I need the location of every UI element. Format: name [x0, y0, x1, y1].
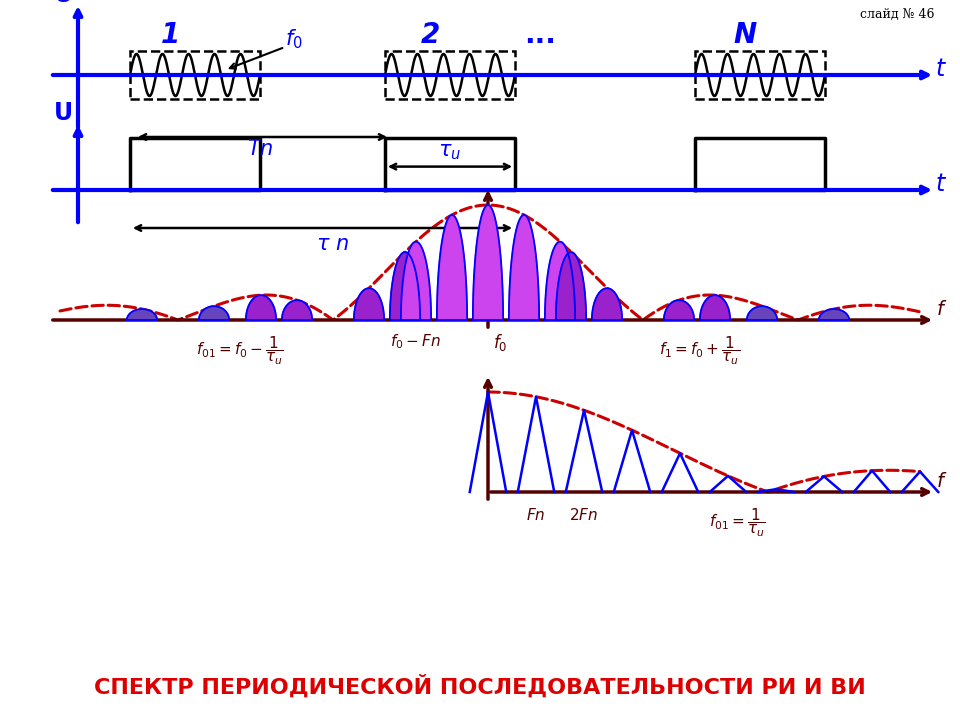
Text: t: t	[935, 57, 945, 81]
Polygon shape	[282, 300, 312, 320]
Polygon shape	[127, 309, 157, 320]
Text: $Tn$: $Tn$	[247, 139, 274, 159]
Bar	[695, 51, 825, 99]
Text: f: f	[937, 300, 944, 319]
Text: t: t	[935, 172, 945, 196]
Text: СПЕКТР ПЕРИОДИЧЕСКОЙ ПОСЛЕДОВАТЕЛЬНОСТИ РИ И ВИ: СПЕКТР ПЕРИОДИЧЕСКОЙ ПОСЛЕДОВАТЕЛЬНОСТИ …	[94, 675, 866, 698]
Text: $Fn$: $Fn$	[526, 507, 545, 523]
Text: 1: 1	[160, 21, 180, 49]
Polygon shape	[390, 252, 420, 320]
Text: слайд № 46: слайд № 46	[860, 8, 935, 21]
Text: $\tau$ n: $\tau$ n	[316, 234, 349, 254]
Polygon shape	[556, 252, 587, 320]
Text: $f_1=f_0+\dfrac{1}{\tau_u}$: $f_1=f_0+\dfrac{1}{\tau_u}$	[660, 335, 740, 367]
Polygon shape	[664, 300, 694, 320]
Polygon shape	[473, 205, 503, 320]
Bar	[385, 51, 515, 99]
Polygon shape	[437, 215, 468, 320]
Text: $f_0-Fn$: $f_0-Fn$	[390, 332, 441, 351]
Text: 2: 2	[420, 21, 440, 49]
Bar	[130, 51, 260, 99]
Polygon shape	[354, 288, 384, 320]
Polygon shape	[700, 295, 731, 320]
Text: $f_{01}=f_0-\dfrac{1}{\tau_u}$: $f_{01}=f_0-\dfrac{1}{\tau_u}$	[196, 335, 284, 367]
Polygon shape	[509, 215, 540, 320]
Polygon shape	[592, 288, 622, 320]
Polygon shape	[401, 242, 431, 320]
Text: $2Fn$: $2Fn$	[569, 507, 598, 523]
Text: U: U	[54, 101, 73, 125]
Polygon shape	[199, 306, 229, 320]
Text: ...: ...	[524, 21, 556, 49]
Polygon shape	[747, 306, 778, 320]
Text: N: N	[733, 21, 756, 49]
Polygon shape	[545, 242, 575, 320]
Text: $f_0$: $f_0$	[493, 332, 508, 353]
Text: $f_0$: $f_0$	[285, 27, 302, 50]
Text: $\tau_u$: $\tau_u$	[439, 143, 462, 162]
Text: $f_{01}=\dfrac{1}{\tau_u}$: $f_{01}=\dfrac{1}{\tau_u}$	[709, 507, 766, 539]
Polygon shape	[246, 295, 276, 320]
Polygon shape	[819, 309, 849, 320]
Text: U: U	[54, 0, 73, 7]
Text: f: f	[937, 472, 944, 491]
